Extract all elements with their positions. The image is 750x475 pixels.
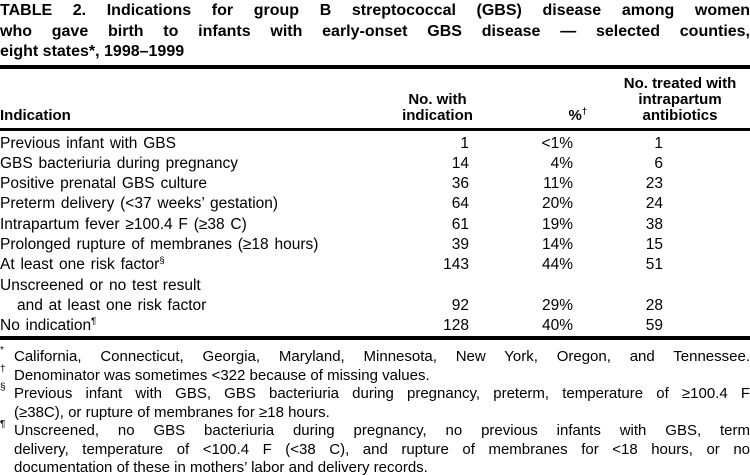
percent-cell: <1% xyxy=(541,134,573,152)
header-no-with-line-2: indication xyxy=(402,106,473,124)
footnote-no-indication: ¶ Unscreened, no GBS bacteriuria during … xyxy=(0,420,750,475)
indication-cell: Positive prenatal GBS culture xyxy=(0,174,375,194)
header-no-with-line-1: No. with xyxy=(408,90,467,108)
header-no-treated-line-1: No. treated with xyxy=(623,74,737,92)
indication-label: At least one risk factor xyxy=(0,256,160,274)
count-cell: 64 xyxy=(451,195,469,213)
treated-cell: 6 xyxy=(654,154,663,172)
indication-cell: Prolonged rupture of membranes (≥18 hour… xyxy=(0,235,375,255)
footnote-text: California, Connecticut, Georgia, Maryla… xyxy=(14,348,750,366)
indication-label: Prolonged rupture of membranes (≥18 hour… xyxy=(0,235,319,253)
indication-footnote-marker: § xyxy=(159,255,165,267)
gbs-indications-table: Indication No. with indication %† No. tr… xyxy=(0,68,750,337)
indication-cell: At least one risk factor§ xyxy=(0,255,375,275)
treated-cell: 28 xyxy=(645,296,663,314)
footnote-text-line: Previous infant with GBS, GBS bacteriuri… xyxy=(14,385,750,403)
table-row: Unscreened or no test result xyxy=(0,276,750,296)
percent-cell: 44% xyxy=(541,256,573,274)
header-indication: Indication xyxy=(0,68,375,131)
header-no-treated: No. treated with intrapartum antibiotics xyxy=(590,68,750,131)
treated-cell: 38 xyxy=(645,215,663,233)
indication-label: GBS bacteriuria during pregnancy xyxy=(0,154,238,172)
table-row: Intrapartum fever ≥100.4 F (≥38 C) 61 19… xyxy=(0,215,750,235)
footnote-text: Denominator was sometimes <322 because o… xyxy=(14,366,430,384)
indication-cell: Previous infant with GBS xyxy=(0,129,375,154)
table-title-line-2: who gave birth to infants with early-ons… xyxy=(0,22,750,40)
indication-cell: GBS bacteriuria during pregnancy xyxy=(0,154,375,174)
indication-label: Intrapartum fever ≥100.4 F (≥38 C) xyxy=(0,215,247,233)
header-no-with-indication: No. with indication xyxy=(375,68,475,131)
indication-label: Unscreened or no test result xyxy=(0,276,201,294)
treated-cell xyxy=(590,276,750,296)
indication-label: Previous infant with GBS xyxy=(0,134,176,152)
count-cell: 39 xyxy=(451,235,469,253)
count-cell xyxy=(375,276,475,296)
table-row: Positive prenatal GBS culture 36 11% 23 xyxy=(0,174,750,194)
indication-cell: Preterm delivery (<37 weeks’ gestation) xyxy=(0,194,375,214)
header-percent: %† xyxy=(475,68,590,131)
indication-label: and at least one risk factor xyxy=(17,296,207,314)
footnote-risk-factor: § Previous infant with GBS, GBS bacteriu… xyxy=(0,382,750,421)
title-divider-rule xyxy=(0,64,750,69)
percent-cell: 29% xyxy=(541,296,573,314)
table-bottom-rule xyxy=(0,336,750,341)
treated-cell: 15 xyxy=(645,235,663,253)
footnote-denominator: † Denominator was sometimes <322 because… xyxy=(0,364,750,386)
indication-cell: and at least one risk factor xyxy=(0,296,375,316)
table-title-line-1: TABLE 2. Indications for group B strepto… xyxy=(0,2,750,19)
percent-cell: 19% xyxy=(541,215,573,233)
footnote-states: * California, Connecticut, Georgia, Mary… xyxy=(0,345,750,366)
indication-label: No indication xyxy=(0,317,92,335)
indication-cell: Intrapartum fever ≥100.4 F (≥38 C) xyxy=(0,215,375,235)
table-title: TABLE 2. Indications for group B strepto… xyxy=(0,0,750,63)
header-percent-label: % xyxy=(568,106,582,124)
count-cell: 1 xyxy=(460,134,469,152)
table-title-line-3: eight states*, 1998–1999 xyxy=(0,43,185,60)
percent-cell: 11% xyxy=(543,175,573,193)
indication-label: Positive prenatal GBS culture xyxy=(0,175,207,193)
percent-cell: 4% xyxy=(550,154,573,172)
table-row: No indication¶ 128 40% 59 xyxy=(0,316,750,336)
footnote-text-line: (≥38C), or rupture of membranes for ≥18 … xyxy=(14,403,330,421)
footnote-text-line: delivery, temperature of <100.4 F (<38 C… xyxy=(14,440,750,458)
treated-cell: 1 xyxy=(654,134,663,152)
table-row: Prolonged rupture of membranes (≥18 hour… xyxy=(0,235,750,255)
table-row: At least one risk factor§ 143 44% 51 xyxy=(0,255,750,275)
header-row: Indication No. with indication %† No. tr… xyxy=(0,68,750,131)
treated-cell: 59 xyxy=(645,317,663,335)
treated-cell: 51 xyxy=(645,256,663,274)
header-no-treated-line-2: intrapartum xyxy=(638,90,722,108)
header-no-treated-line-3: antibiotics xyxy=(642,106,718,124)
percent-cell: 20% xyxy=(541,195,573,213)
percent-cell: 40% xyxy=(541,317,573,335)
indication-cell: Unscreened or no test result xyxy=(0,276,375,296)
percent-cell xyxy=(475,276,590,296)
indication-label: Preterm delivery (<37 weeks’ gestation) xyxy=(0,195,279,213)
indication-cell: No indication¶ xyxy=(0,316,375,336)
count-cell: 128 xyxy=(443,317,469,335)
treated-cell: 23 xyxy=(645,175,663,193)
footnote-text-line: documentation of these in mothers’ labor… xyxy=(14,459,428,475)
count-cell: 92 xyxy=(451,296,469,314)
indication-footnote-marker: ¶ xyxy=(91,316,97,328)
count-cell: 143 xyxy=(443,256,469,274)
table-body: Previous infant with GBS 1 <1% 1 GBS bac… xyxy=(0,129,750,336)
footnote-text-line: Unscreened, no GBS bacteriuria during pr… xyxy=(14,422,750,440)
header-percent-footnote-marker: † xyxy=(581,105,587,116)
table-row: Preterm delivery (<37 weeks’ gestation) … xyxy=(0,194,750,214)
table-row: GBS bacteriuria during pregnancy 14 4% 6 xyxy=(0,154,750,174)
treated-cell: 24 xyxy=(645,195,663,213)
percent-cell: 14% xyxy=(541,235,573,253)
table-row: Previous infant with GBS 1 <1% 1 xyxy=(0,129,750,154)
count-cell: 36 xyxy=(451,175,469,193)
table-row: and at least one risk factor 92 29% 28 xyxy=(0,296,750,316)
count-cell: 61 xyxy=(451,215,469,233)
footnotes: * California, Connecticut, Georgia, Mary… xyxy=(0,345,750,475)
count-cell: 14 xyxy=(451,154,469,172)
table-header: Indication No. with indication %† No. tr… xyxy=(0,68,750,131)
